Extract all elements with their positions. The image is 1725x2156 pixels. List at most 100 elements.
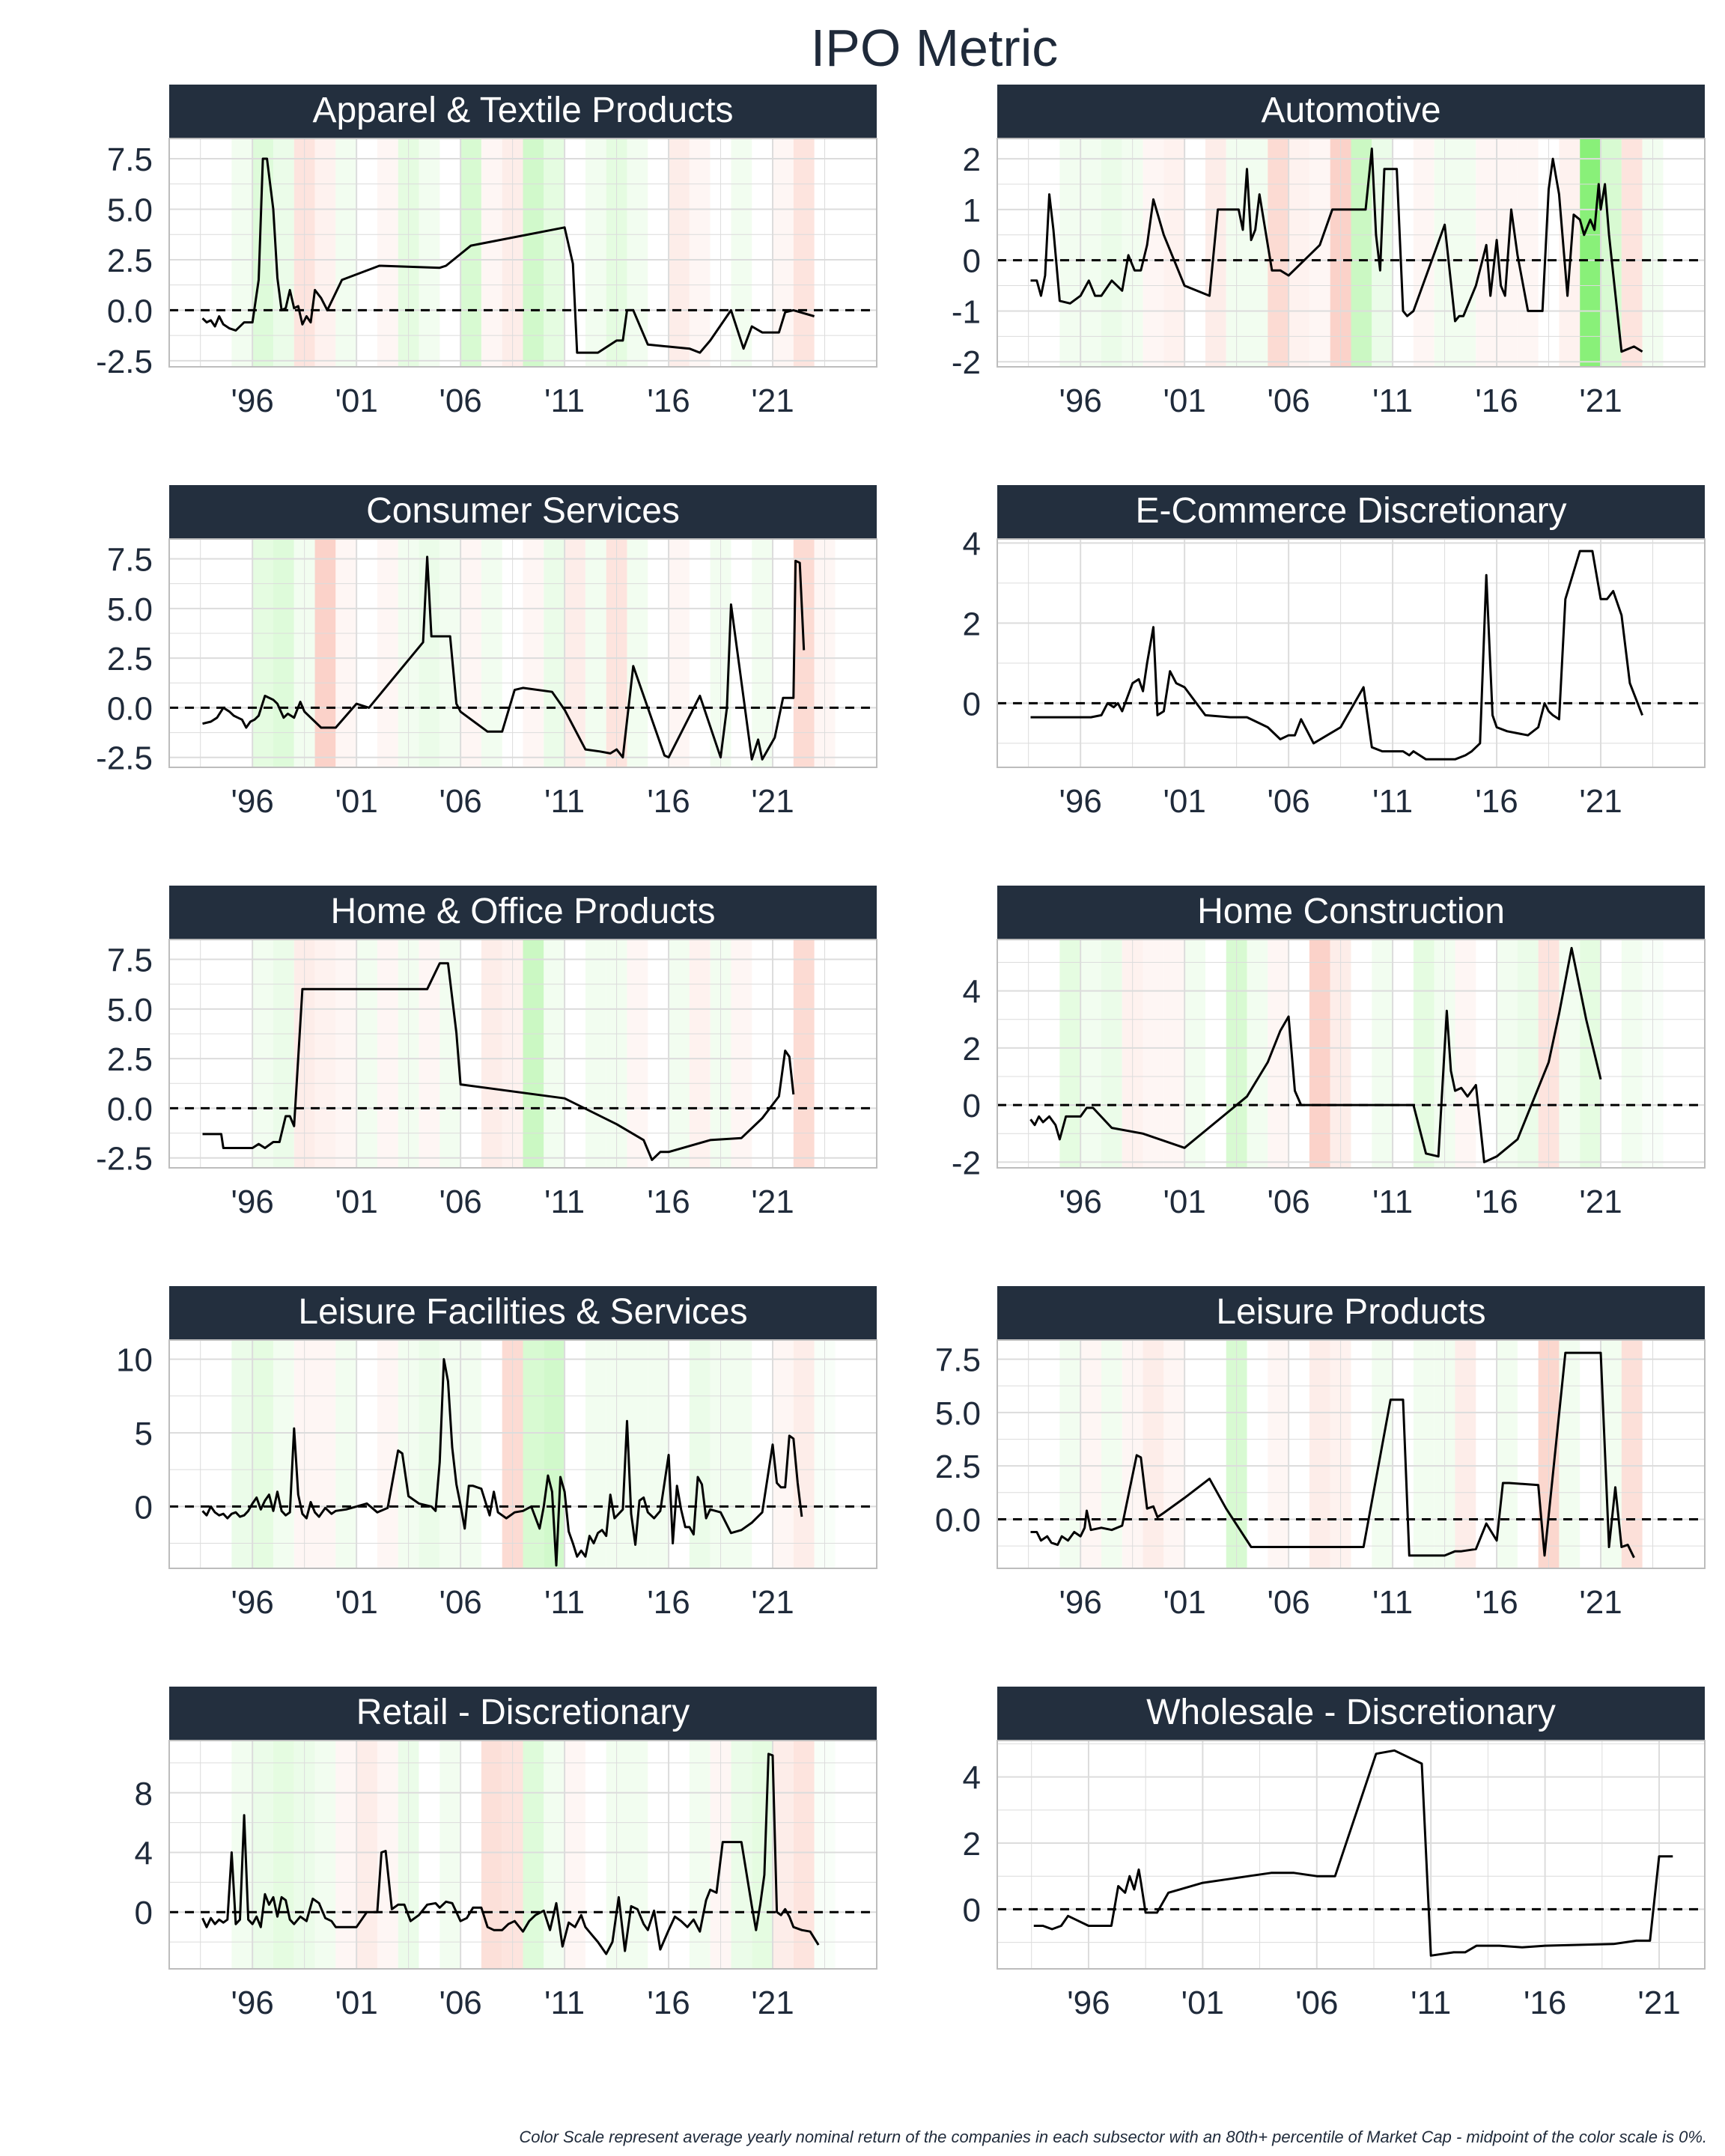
year-band xyxy=(1497,1340,1518,1568)
year-band xyxy=(460,1340,481,1568)
facet-panel: Consumer Services -2.5 0.0 2.5 5.0 7.5 '96 '01 '… xyxy=(96,485,877,820)
figure-caption: Color Scale represent average yearly nom… xyxy=(519,2128,1707,2146)
facet-panel: Leisure Facilities & Services 0 5 10 '96 '01 '… xyxy=(116,1286,877,1621)
x-tick-label: '16 xyxy=(1475,1584,1518,1621)
grid-lines xyxy=(997,539,1705,767)
y-tick-label: 4 xyxy=(963,1760,981,1797)
x-tick-label: '11 xyxy=(1372,783,1413,820)
y-tick-label: 2 xyxy=(963,141,981,178)
facet-strip xyxy=(997,1286,1705,1340)
year-band xyxy=(627,940,648,1168)
year-band xyxy=(1205,138,1226,367)
year-band xyxy=(377,539,398,767)
year-band xyxy=(1413,138,1435,367)
year-band xyxy=(627,1741,648,1969)
y-tick-label: 2.5 xyxy=(107,243,153,279)
year-band xyxy=(1621,138,1643,367)
panel-border xyxy=(997,1339,1706,1569)
x-tick-label: '11 xyxy=(544,1584,585,1621)
grid-lines xyxy=(997,138,1705,367)
x-tick-label: '06 xyxy=(1267,783,1309,820)
year-band xyxy=(481,1741,502,1969)
year-band xyxy=(1413,1340,1435,1568)
figure-title: IPO Metric xyxy=(811,19,1059,77)
x-tick-label: '06 xyxy=(439,383,481,419)
grid-lines xyxy=(169,138,877,367)
y-tick-label: 2.5 xyxy=(107,641,153,677)
year-band xyxy=(314,940,336,1168)
year-band xyxy=(544,138,565,367)
x-tick-label: '96 xyxy=(231,1985,274,2021)
facet-title: Leisure Facilities & Services xyxy=(298,1292,747,1332)
y-tick-label: 0 xyxy=(963,243,981,280)
x-tick-label: '16 xyxy=(647,1985,690,2021)
year-band xyxy=(523,138,544,367)
year-band xyxy=(752,539,773,767)
year-band xyxy=(377,1340,398,1568)
facet-title: Retail - Discretionary xyxy=(356,1693,690,1732)
year-band xyxy=(793,138,815,367)
year-band xyxy=(1517,138,1539,367)
y-tick-label: 0.0 xyxy=(107,1091,153,1127)
facet-panels: Apparel & Textile Products -2.5 0.0 2.5 5.0 7… xyxy=(96,85,1706,2021)
x-tick-label: '16 xyxy=(647,383,690,419)
color-bands xyxy=(231,1741,836,1969)
x-tick-label: '06 xyxy=(439,1584,481,1621)
panel-border xyxy=(168,939,877,1169)
facet-strip xyxy=(169,1286,877,1340)
year-band xyxy=(627,138,648,367)
y-tick-label: -2 xyxy=(952,344,981,381)
year-band xyxy=(585,1340,606,1568)
facet-title: E-Commerce Discretionary xyxy=(1135,491,1566,531)
year-band xyxy=(1309,1340,1330,1568)
y-tick-label: -2.5 xyxy=(96,1141,153,1178)
year-band xyxy=(669,940,690,1168)
x-tick-label: '06 xyxy=(439,783,481,820)
plot-area xyxy=(997,539,1705,767)
x-tick-label: '11 xyxy=(1372,1184,1413,1220)
year-band xyxy=(231,138,253,367)
x-tick-label: '06 xyxy=(439,1184,481,1220)
x-tick-label: '11 xyxy=(1372,383,1413,419)
series-line xyxy=(1033,1749,1673,1957)
year-band xyxy=(252,1340,273,1568)
x-tick-label: '96 xyxy=(1067,1985,1110,2021)
year-band xyxy=(1080,940,1101,1168)
year-band xyxy=(335,539,357,767)
x-tick-label: '16 xyxy=(1475,383,1518,419)
series-line xyxy=(202,962,795,1161)
y-tick-label: 0.0 xyxy=(107,293,153,329)
year-band xyxy=(1559,940,1581,1168)
y-tick-label: 5.0 xyxy=(107,992,153,1029)
year-band xyxy=(1163,940,1185,1168)
x-tick-label: '96 xyxy=(231,1584,274,1621)
facet-panel: Automotive -2 -1 0 1 2 '96 '01 '06 '11 '16 '21 xyxy=(952,85,1706,419)
year-band xyxy=(231,1340,253,1568)
year-band xyxy=(419,940,440,1168)
year-band xyxy=(1247,138,1268,367)
year-band xyxy=(1184,940,1205,1168)
year-band xyxy=(1059,1340,1081,1568)
year-band xyxy=(439,539,461,767)
x-tick-label: '16 xyxy=(1475,1184,1518,1220)
facet-strip xyxy=(169,85,877,138)
year-band xyxy=(377,940,398,1168)
facet-panel: Apparel & Textile Products -2.5 0.0 2.5 5.0 7… xyxy=(96,85,877,419)
y-tick-label: 7.5 xyxy=(935,1342,981,1379)
x-tick-label: '96 xyxy=(1059,383,1102,419)
facet-panel: Retail - Discretionary 0 4 8 '96 '01 '06 '11 '16… xyxy=(135,1687,877,2021)
year-band xyxy=(627,539,648,767)
year-band xyxy=(689,1741,711,1969)
year-band xyxy=(481,138,502,367)
color-bands xyxy=(1059,138,1664,367)
x-tick-label: '21 xyxy=(751,1184,794,1220)
x-tick-label: '16 xyxy=(1475,783,1518,820)
color-bands xyxy=(252,539,836,767)
year-band xyxy=(793,1340,815,1568)
year-band xyxy=(1559,138,1581,367)
year-band xyxy=(356,1741,377,1969)
facet-title: Wholesale - Discretionary xyxy=(1146,1693,1556,1732)
x-tick-label: '96 xyxy=(1059,1184,1102,1220)
plot-area xyxy=(997,1741,1705,1969)
series-line xyxy=(201,157,815,354)
